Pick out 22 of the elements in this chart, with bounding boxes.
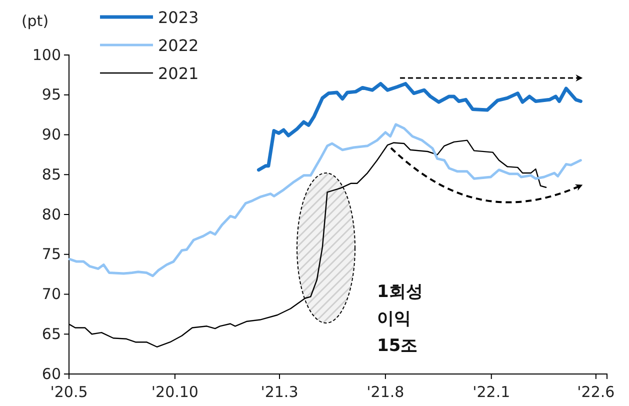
y-tick-label: 70 [42,285,61,304]
y-tick-label: 90 [42,126,61,144]
x-tick-label: '22.6 [577,383,615,401]
y-tick-label: 80 [42,205,61,224]
legend-label: 2022 [158,36,199,55]
x-tick-label: '21.3 [260,383,298,401]
legend-label: 2021 [158,64,199,83]
x-tick-label: '20.10 [151,383,198,401]
y-tick-label: 100 [32,46,61,64]
y-tick-label: 75 [42,245,61,264]
y-axis-title: (pt) [21,12,49,30]
y-tick-label: 85 [42,165,61,184]
x-tick-label: '20.5 [50,383,88,401]
y-tick-label: 95 [42,86,61,104]
annotation: 1회성 이익 15조 [377,282,423,356]
legend-label: 2023 [158,8,199,27]
x-tick-label: '22.1 [472,383,510,401]
line-series [256,82,582,172]
x-tick-label: '21.8 [366,383,404,401]
y-tick-label: 60 [42,364,61,383]
line-series [68,123,582,278]
y-tick-label: 65 [42,324,61,343]
